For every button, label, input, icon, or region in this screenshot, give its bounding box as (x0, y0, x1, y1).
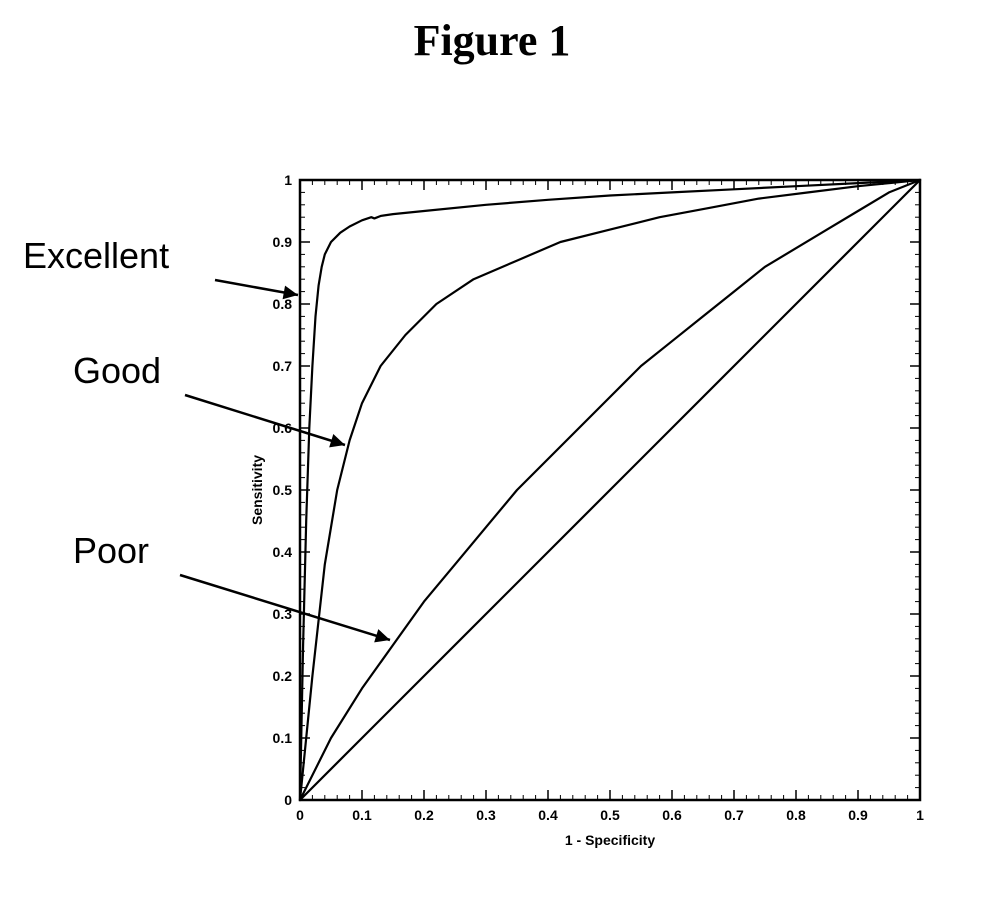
x-tick-label: 0.5 (600, 807, 620, 823)
x-tick-label: 1 (916, 807, 924, 823)
y-tick-label: 0.3 (273, 606, 293, 622)
callout-good-label: Good (73, 350, 161, 392)
y-tick-label: 0.8 (273, 296, 293, 312)
roc-diagonal (300, 180, 920, 800)
figure-container: Figure 1 Excellent Good Poor 00.10.20.30… (0, 0, 984, 897)
x-tick-label: 0.9 (848, 807, 868, 823)
y-tick-label: 0 (284, 792, 292, 808)
x-tick-label: 0.8 (786, 807, 806, 823)
y-tick-label: 0.1 (273, 730, 293, 746)
y-tick-label: 0.9 (273, 234, 293, 250)
x-tick-label: 0.1 (352, 807, 372, 823)
y-tick-label: 0.5 (273, 482, 293, 498)
figure-title: Figure 1 (0, 15, 984, 66)
x-tick-label: 0.4 (538, 807, 558, 823)
callout-excellent-label: Excellent (23, 235, 169, 277)
x-tick-label: 0.2 (414, 807, 434, 823)
x-tick-label: 0.6 (662, 807, 682, 823)
y-tick-label: 0.2 (273, 668, 293, 684)
y-tick-label: 1 (284, 172, 292, 188)
y-axis-label: Sensitivity (249, 455, 265, 525)
x-tick-label: 0 (296, 807, 304, 823)
x-axis-label: 1 - Specificity (565, 832, 655, 848)
x-tick-label: 0.7 (724, 807, 744, 823)
roc-chart: 0 0.1 0.2 0.3 0.4 0.5 0.6 0.7 0.8 0.9 1 0 0.1 0.2 0.3 0… (245, 170, 945, 870)
callout-poor-label: Poor (73, 530, 149, 572)
y-tick-label: 0.4 (273, 544, 293, 560)
x-tick-label: 0.3 (476, 807, 496, 823)
y-tick-label: 0.6 (273, 420, 293, 436)
y-tick-label: 0.7 (273, 358, 293, 374)
